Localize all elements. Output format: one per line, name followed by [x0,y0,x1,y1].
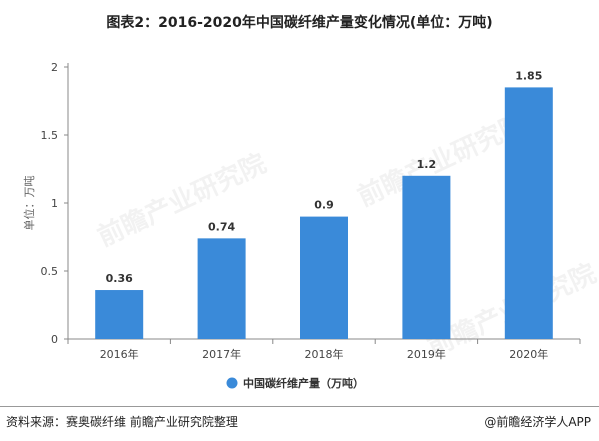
legend-label: 中国碳纤维产量（万吨） [243,376,364,390]
y-axis-title: 单位：万吨 [22,176,36,231]
data-label: 0.36 [106,272,133,285]
data-label: 0.74 [208,220,235,233]
y-tick-label: 1 [51,197,58,210]
y-tick-label: 0.5 [41,265,59,278]
footer-divider [0,406,599,407]
x-tick-label: 2020年 [509,347,548,361]
chart-canvas: 0 0.5 1 1.5 2 单位：万吨 0.36 2016年 0.74 2017年 0.9 2018年… [22,61,581,390]
bar [300,216,348,339]
x-tick-label: 2016年 [100,347,139,361]
bar [504,87,553,340]
x-tick-label: 2017年 [202,347,241,361]
bar [402,175,451,339]
legend-marker [226,377,238,389]
y-tick-label: 0 [51,333,58,346]
y-tick-label: 1.5 [41,129,59,142]
y-tick-label: 2 [51,61,58,74]
source-note: 资料来源：赛奥碳纤维 前瞻产业研究院整理 [6,415,238,429]
data-label: 1.2 [417,158,437,171]
bar [197,238,246,339]
data-label: 0.9 [314,199,334,212]
x-tick-label: 2018年 [305,347,344,361]
credit-note: @前瞻经济学人APP [484,415,591,429]
x-tick-label: 2019年 [407,347,446,361]
bar [95,290,144,339]
chart-title: 图表2：2016-2020年中国碳纤维产量变化情况(单位：万吨) [106,15,493,31]
data-label: 1.85 [515,69,542,82]
